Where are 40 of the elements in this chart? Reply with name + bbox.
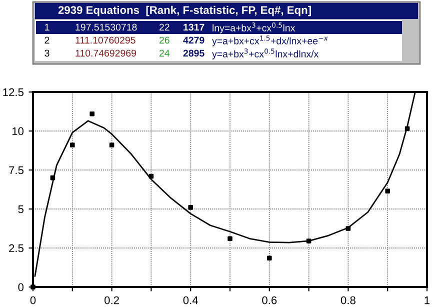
- text: y=a+bx+cx$^{1.5}$+dx/lnx+ee$^{−x}$: [212, 36, 328, 46]
- x-tick-label: 0.6: [262, 296, 277, 304]
- x-tick-label: 0.2: [104, 296, 119, 304]
- point: [346, 226, 351, 231]
- text: y=a+bx$^{3}$+cx$^{0.5}$lnx+dlnx/x: [212, 48, 319, 60]
- point: [90, 111, 94, 116]
- point: [148, 174, 154, 179]
- point: [404, 126, 410, 132]
- text: 111.10760295: [76, 36, 136, 44]
- x-tick-label: 0.8: [340, 296, 356, 304]
- text: 22: [159, 24, 170, 31]
- point: [385, 188, 390, 194]
- y-tick-label: 7.5: [9, 166, 24, 174]
- y-tick-label: 2.5: [9, 244, 24, 252]
- text: 24: [159, 50, 170, 57]
- x-tick-label: 1: [424, 296, 430, 304]
- x-tick-label: 0: [30, 296, 36, 304]
- text: 110.74692969: [76, 50, 136, 57]
- point: [267, 256, 272, 261]
- point: [109, 142, 114, 148]
- point: [228, 236, 232, 242]
- text: 4279: [183, 36, 204, 44]
- text: 26: [159, 36, 170, 44]
- y-tick-label: 5: [18, 205, 24, 214]
- chart-title: 2939 Equations [Rank, F-statistic, FP, Eq#, Eqn]: [58, 6, 311, 16]
- y-tick-label: 0: [18, 283, 24, 292]
- text: 2: [44, 36, 50, 44]
- text: 3: [44, 50, 50, 57]
- point: [50, 175, 56, 180]
- text: 1: [45, 24, 50, 31]
- y-tick-label: 10: [12, 127, 24, 136]
- x-tick-label: 0.4: [183, 296, 198, 304]
- y-tick-label: 12.5: [3, 88, 24, 96]
- text: lny=a+bx$^{3}$+cx$^{0.5}$lnx: [212, 22, 296, 34]
- point: [306, 238, 312, 244]
- point: [188, 205, 193, 210]
- point: [70, 142, 75, 148]
- text: 1317: [184, 24, 204, 31]
- text: 197.51530718: [76, 24, 137, 31]
- text: 2895: [183, 50, 204, 57]
